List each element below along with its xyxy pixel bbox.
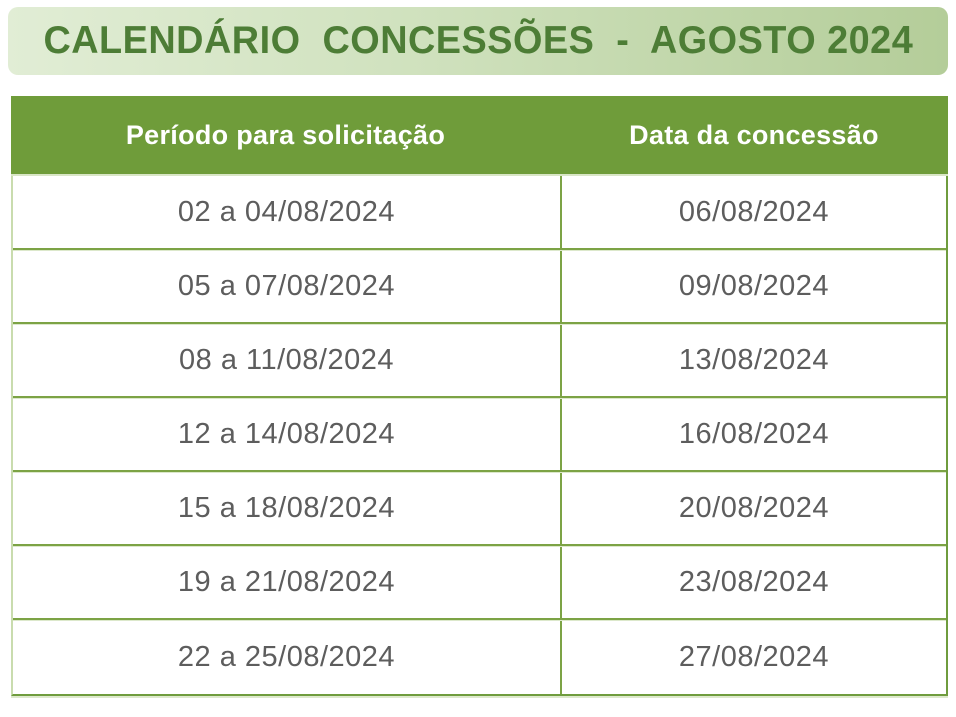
table-row: 22 a 25/08/2024 27/08/2024 bbox=[13, 620, 946, 694]
concession-date-cell: 13/08/2024 bbox=[560, 325, 946, 396]
table-header-row: Período para solicitação Data da concess… bbox=[11, 96, 948, 176]
request-period-cell: 05 a 07/08/2024 bbox=[177, 270, 396, 302]
column-header-concession-date: Data da concessão bbox=[629, 119, 879, 150]
table-row: 15 a 18/08/2024 20/08/2024 bbox=[13, 472, 946, 546]
column-header-request-period: Período para solicitação bbox=[125, 119, 446, 150]
concessions-schedule-table: Período para solicitação Data da concess… bbox=[11, 96, 948, 696]
table-row: 05 a 07/08/2024 09/08/2024 bbox=[13, 250, 946, 324]
table-row: 08 a 11/08/2024 13/08/2024 bbox=[13, 324, 946, 398]
concession-date-cell: 23/08/2024 bbox=[560, 547, 946, 618]
request-period-cell: 08 a 11/08/2024 bbox=[179, 344, 394, 376]
table-row: 12 a 14/08/2024 16/08/2024 bbox=[13, 398, 946, 472]
concession-date-cell: 16/08/2024 bbox=[560, 399, 946, 470]
request-period-cell: 15 a 18/08/2024 bbox=[177, 492, 396, 524]
request-period-cell: 19 a 21/08/2024 bbox=[177, 566, 396, 598]
request-period-cell: 22 a 25/08/2024 bbox=[177, 641, 396, 673]
concession-date-cell: 27/08/2024 bbox=[560, 621, 946, 694]
concession-date-cell: 09/08/2024 bbox=[560, 251, 946, 322]
table-body: 02 a 04/08/2024 06/08/2024 05 a 07/08/20… bbox=[11, 176, 948, 696]
title-banner: CALENDÁRIO CONCESSÕES - AGOSTO 2024 bbox=[8, 7, 948, 75]
concession-date-cell: 20/08/2024 bbox=[560, 473, 946, 544]
table-row: 19 a 21/08/2024 23/08/2024 bbox=[13, 546, 946, 620]
concession-date-cell: 06/08/2024 bbox=[560, 176, 946, 248]
request-period-cell: 02 a 04/08/2024 bbox=[177, 195, 396, 228]
request-period-cell: 12 a 14/08/2024 bbox=[177, 418, 396, 450]
table-row: 02 a 04/08/2024 06/08/2024 bbox=[13, 176, 946, 250]
page-title: CALENDÁRIO CONCESSÕES - AGOSTO 2024 bbox=[43, 19, 913, 62]
